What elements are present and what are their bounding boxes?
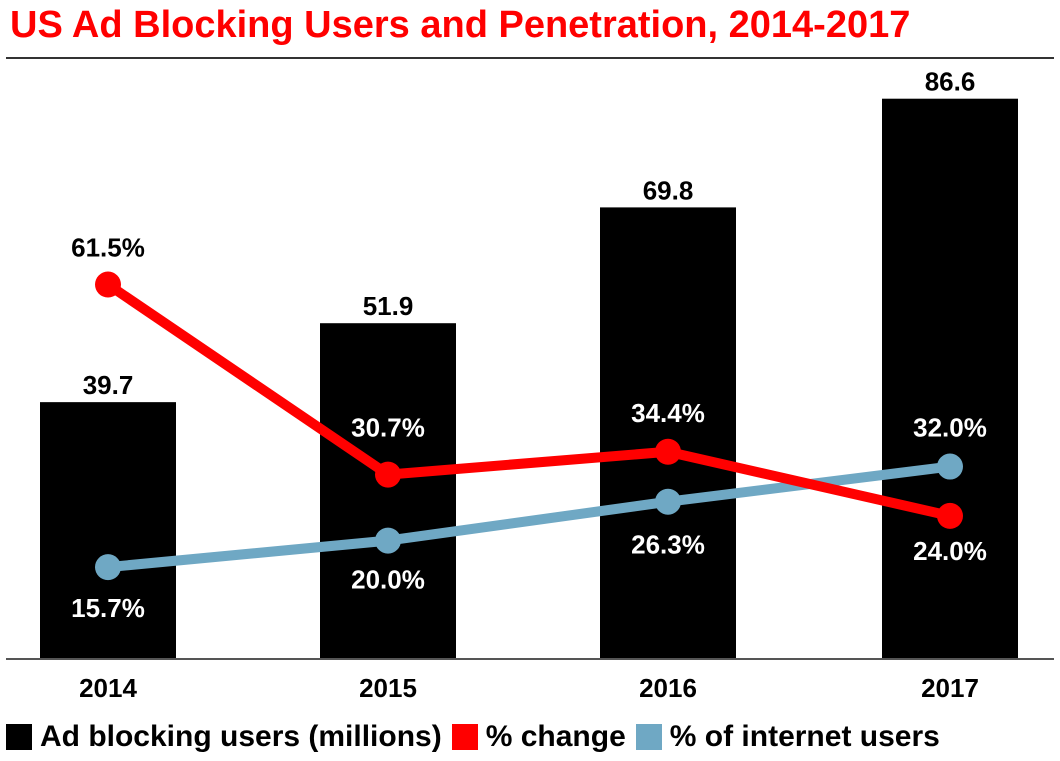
pct-change-point-2014 (95, 271, 121, 298)
legend-swatch (451, 724, 478, 750)
bar-value-label: 86.6 (925, 67, 976, 97)
legend-item: Ad blocking users (millions) (6, 720, 442, 754)
internet-share-label: 26.3% (631, 530, 705, 560)
internet-share-label: 32.0% (913, 413, 987, 443)
x-tick-label: 2014 (79, 673, 137, 703)
pct-change-label: 30.7% (351, 413, 425, 443)
bar-2015 (320, 323, 456, 659)
internet-share-label: 20.0% (351, 565, 425, 595)
legend-item: % change (451, 720, 626, 754)
pct-change-label: 61.5% (71, 233, 145, 263)
pct-change-label: 24.0% (913, 536, 987, 566)
pct-change-point-2015 (375, 461, 401, 488)
chart-plot-area: 39.7 51.9 69.8 86.6 2014 2015 2016 2017 61.5% 30.… (6, 67, 1054, 703)
title-divider (6, 57, 1054, 59)
x-tick-label: 2017 (921, 673, 979, 703)
legend-label: % change (485, 720, 626, 753)
bar-2017 (882, 98, 1018, 659)
pct-change-point-2017 (937, 502, 963, 529)
bar-2014 (40, 402, 176, 659)
internet-share-point-2014 (95, 554, 121, 581)
legend-item: % of internet users (635, 720, 940, 754)
x-tick-label: 2015 (359, 673, 417, 703)
pct-change-point-2016 (655, 438, 681, 465)
bar-value-label: 39.7 (83, 370, 134, 400)
x-tick-label: 2016 (639, 673, 697, 703)
chart-title: US Ad Blocking Users and Penetration, 20… (10, 4, 911, 46)
pct-change-line (103, 279, 955, 521)
bar-2016 (600, 207, 736, 660)
internet-share-line (103, 461, 955, 573)
legend-label: % of internet users (669, 720, 940, 753)
internet-share-point-2016 (655, 488, 681, 515)
legend-swatch (635, 724, 662, 750)
legend-label: Ad blocking users (millions) (40, 720, 442, 753)
chart-legend: Ad blocking users (millions) % change % of… (6, 720, 950, 754)
internet-share-label: 15.7% (71, 593, 145, 623)
internet-share-point-2017 (937, 453, 963, 480)
internet-share-point-2015 (375, 527, 401, 554)
pct-change-label: 34.4% (631, 398, 705, 428)
bar-value-label: 51.9 (363, 291, 414, 321)
legend-swatch (6, 724, 32, 750)
bar-value-label: 69.8 (643, 175, 694, 205)
